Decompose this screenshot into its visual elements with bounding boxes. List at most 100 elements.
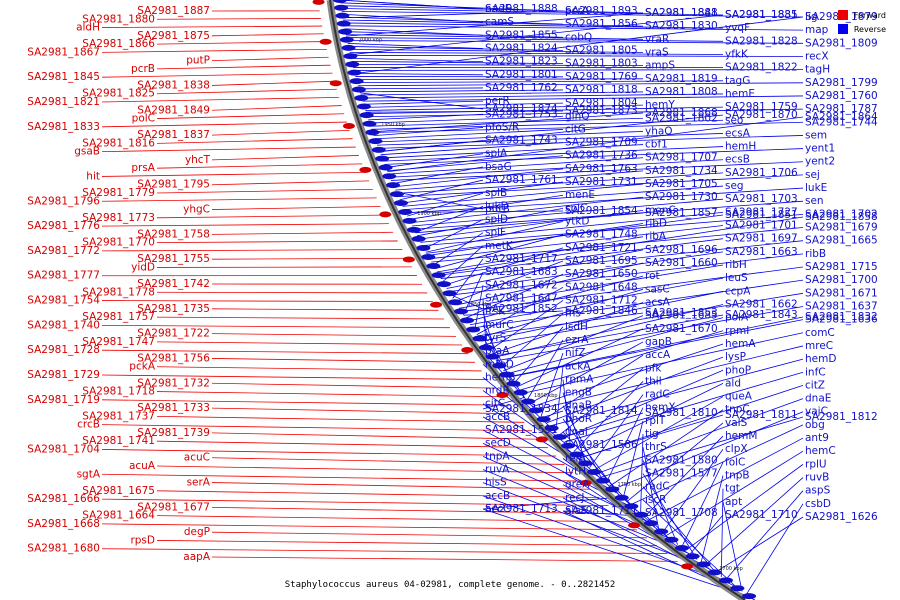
connector-line [101,300,433,303]
connector-line [156,341,463,346]
forward-gene-mark [402,256,415,263]
connector-line [348,46,564,51]
gene-label: metK [485,240,514,252]
connector-line [211,231,394,235]
gene-label: SA2981_1637 [805,300,878,312]
gene-label: tnpA [485,450,510,462]
reverse-gene-mark [674,545,689,552]
gene-label: SA2981_1727 [725,206,798,218]
gene-label: citZ [805,379,825,391]
connector-line [642,447,660,530]
reverse-gene-mark [614,494,629,501]
forward-gene-mark [359,166,372,173]
gene-label: rplU [805,458,827,470]
gene-label: splC [565,202,587,214]
gene-label: seg [725,180,744,192]
gene-label: SA2981_1721 [565,242,638,254]
gene-label: SA2981_1696 [645,244,718,256]
connector-line [418,209,644,240]
reverse-gene-mark [569,451,584,458]
connector-line [689,514,724,555]
connector-line [549,358,804,427]
gene-label: pcrA [565,5,590,17]
connector-line [402,183,644,207]
reverse-gene-mark [742,593,757,600]
connector-line [359,89,564,93]
connector-line [516,328,644,388]
gene-label: SA2981_1740 [27,319,100,331]
connector-line [415,205,484,233]
connector-line [379,140,484,152]
gene-label: SA2981_1779 [82,187,155,199]
connector-line [374,129,564,140]
connector-line [383,146,724,162]
gene-label: hemY [645,99,675,111]
reverse-gene-mark [552,433,567,440]
connector-line [211,155,359,161]
connector-line [387,116,804,173]
connector-line [477,312,644,337]
connector-line [461,266,804,312]
gene-label: tagH [805,64,830,76]
forward-gene-mark [681,563,694,570]
reverse-gene-mark [356,103,371,110]
gene-label: hisS [485,477,507,489]
forward-gene-mark [461,347,474,354]
ruler-label: 1750 kbp [617,482,641,488]
gene-label: ant9 [805,432,829,444]
gene-label: SA2981_1833 [27,121,100,133]
gene-label: obg [805,419,825,431]
connector-line [381,144,644,159]
gene-label: SA2981_1874 [485,103,558,115]
connector-line [493,304,724,359]
gene-label: SA2981_1703 [725,193,798,205]
gene-label: SA2981_1812 [805,411,878,423]
gene-label: accA [645,349,671,361]
connector-line [211,180,370,186]
gene-label: recX [805,50,829,62]
gene-label: ampS [645,60,675,72]
gene-label: rot [645,270,660,282]
legend: Forward Reverse [837,8,886,36]
connector-line [351,60,564,65]
ruler-label: 1850 kbp [468,302,492,308]
gene-label: sem [805,129,827,141]
gene-label: splA [485,148,508,160]
gene-label: SA2981_1851 [725,209,798,221]
reverse-gene-mark [402,217,417,224]
connector-line [101,424,533,432]
gene-label: SA2981_1823 [485,56,558,68]
gene-label: SA2981_1848 [645,7,718,19]
gene-label: SA2981_1763 [565,163,638,175]
connector-line [647,437,804,521]
gene-label: SA2981_1832 [805,311,878,323]
connector-line [456,262,644,306]
gene-label: glnQ [565,110,590,122]
gene-label: tnpC [725,404,750,416]
reverse-gene-mark [338,28,353,35]
reverse-gene-mark [513,389,528,396]
gene-label: camS [485,16,514,28]
gene-label: SA2981_1893 [565,5,638,17]
gene-label: SA2981_1804 [565,97,638,109]
gene-label: SA2981_1837 [137,129,210,141]
gene-label: SA2981_1873 [565,105,638,117]
connector-line [358,87,484,90]
reverse-gene-mark [398,208,413,215]
reverse-gene-mark [386,182,401,189]
connector-line [495,306,804,362]
connector-line [211,308,439,311]
connector-line [156,391,503,398]
connector-line [642,460,678,545]
connector-line [363,100,484,105]
connector-line [353,69,804,71]
gene-label: SA2981_1626 [805,511,878,523]
connector-line [375,131,644,143]
gene-label: SA2981_1709 [565,137,638,149]
connector-line [365,104,644,111]
reverse-gene-mark [431,272,446,279]
connector-line [341,8,724,16]
connector-line [101,25,323,28]
connector-line [156,214,385,219]
